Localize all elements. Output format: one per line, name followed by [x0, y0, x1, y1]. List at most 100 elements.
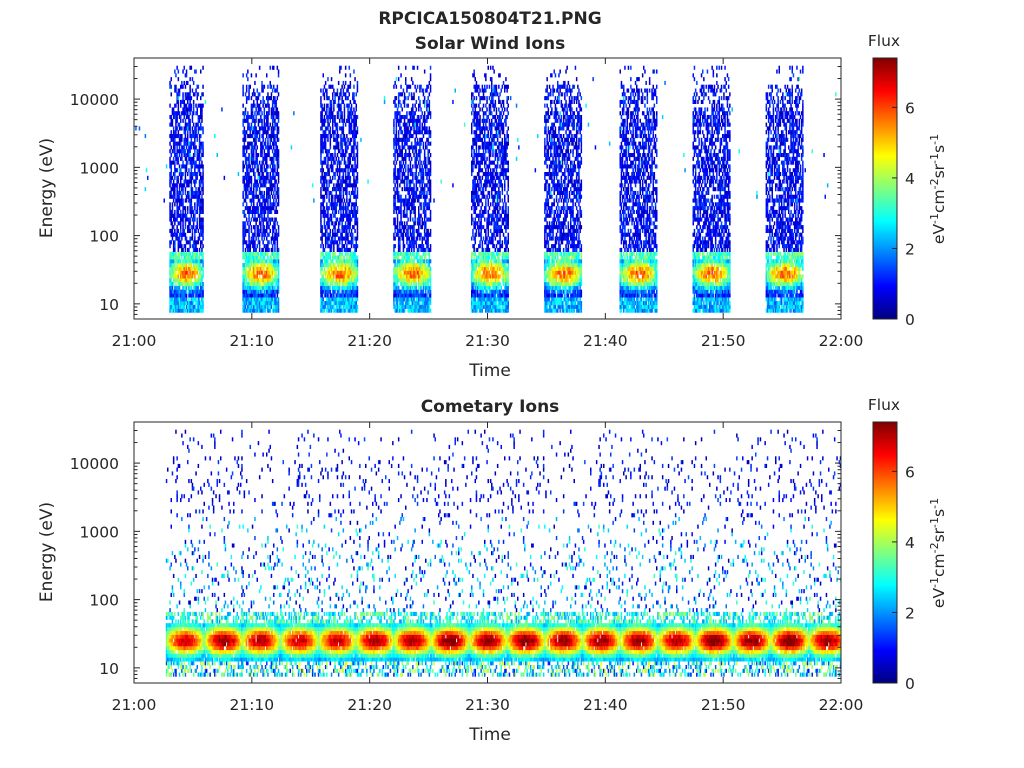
spectrogram-cell — [249, 209, 251, 214]
spectrogram-cell — [263, 126, 266, 131]
spectrogram-cell — [191, 232, 194, 237]
spectrogram-cell — [350, 301, 353, 306]
spectrogram-cell — [176, 65, 178, 70]
spectrogram-cell — [333, 285, 335, 290]
spectrogram-cell — [393, 145, 395, 150]
spectrogram-cell — [422, 145, 425, 150]
spectrogram-cell — [333, 240, 335, 245]
spectrogram-cell — [182, 164, 184, 169]
spectrogram-cell — [323, 285, 326, 290]
spectrogram-cell — [201, 118, 203, 123]
spectrogram-cell — [349, 221, 352, 226]
spectrogram-cell — [192, 217, 195, 222]
spectrogram-cell — [197, 130, 200, 135]
spectrogram-cell — [257, 270, 260, 275]
spectrogram-cell — [264, 251, 267, 256]
spectrogram-cell — [271, 274, 274, 279]
spectrogram-cell — [401, 92, 403, 97]
spectrogram-cell — [242, 263, 244, 268]
spectrogram-cell — [266, 153, 268, 158]
spectrogram-cell — [202, 251, 204, 256]
spectrogram-cell — [196, 263, 198, 268]
spectrogram-cell — [347, 168, 349, 173]
spectrogram-cell — [327, 244, 329, 249]
spectrogram-cell — [275, 270, 277, 275]
spectrogram-cell — [341, 236, 343, 241]
spectrogram-cell — [191, 206, 194, 211]
spectrogram-cell — [322, 247, 324, 252]
spectrogram-cell — [196, 259, 198, 264]
spectrogram-cell — [423, 149, 426, 154]
spectrogram-cell — [256, 194, 258, 199]
spectrogram-cell — [335, 259, 337, 264]
spectrogram-cell — [270, 301, 273, 306]
spectrogram-cell — [174, 259, 176, 264]
spectrogram-cell — [247, 255, 249, 260]
spectrogram-cell — [336, 164, 339, 169]
spectrogram-cell — [270, 293, 273, 298]
spectrogram-cell — [264, 274, 267, 279]
spectrogram-cell — [189, 179, 191, 184]
spectrogram-cell — [332, 92, 334, 97]
spectrogram-cell — [200, 293, 202, 298]
spectrogram-cell — [251, 134, 254, 139]
spectrogram-cell — [255, 251, 257, 256]
spectrogram-cell — [176, 145, 178, 150]
spectrogram-cell — [344, 149, 347, 154]
spectrogram-cell — [273, 107, 275, 112]
spectrogram-cell — [336, 172, 339, 177]
spectrogram-cell — [254, 118, 256, 123]
spectrogram-cell — [182, 206, 184, 211]
spectrogram-cell — [264, 297, 267, 302]
spectrogram-cell — [419, 164, 421, 169]
spectrogram-cell — [329, 126, 332, 131]
spectrogram-cell — [183, 145, 185, 150]
spectrogram-cell — [200, 289, 202, 294]
spectrogram-cell — [323, 156, 326, 161]
spectrogram-cell — [175, 236, 177, 241]
spectrogram-cell — [337, 285, 340, 290]
spectrogram-cell — [170, 217, 172, 222]
spectrogram-cell — [201, 266, 203, 271]
spectrogram-cell — [184, 164, 187, 169]
spectrogram-cell — [197, 308, 200, 313]
spectrogram-cell — [336, 92, 339, 97]
spectrogram-cell — [275, 232, 277, 237]
spectrogram-cell — [261, 301, 263, 306]
spectrogram-cell — [202, 244, 204, 249]
spectrogram-cell — [189, 240, 191, 245]
spectrogram-cell — [250, 168, 253, 173]
spectrogram-cell — [262, 308, 264, 313]
spectrogram-cell — [267, 164, 269, 169]
spectrogram-cell — [352, 293, 354, 298]
spectrogram-cell — [196, 251, 198, 256]
spectrogram-cell — [336, 285, 339, 290]
spectrogram-cell — [348, 266, 350, 271]
spectrogram-cell — [258, 190, 261, 195]
spectrogram-cell — [201, 202, 203, 207]
spectrogram-cell — [200, 111, 202, 116]
spectrogram-cell — [323, 198, 326, 203]
spectrogram-cell — [266, 236, 268, 241]
spectrogram-cell — [185, 103, 188, 108]
spectrogram-cell — [201, 92, 203, 97]
spectrogram-cell — [174, 266, 176, 271]
spectrogram-cell — [180, 278, 182, 283]
spectrogram-cell — [200, 282, 202, 287]
spectrogram-cell — [195, 179, 197, 184]
spectrogram-cell — [184, 301, 187, 306]
spectrogram-cell — [185, 293, 188, 298]
spectrogram-cell — [264, 175, 267, 180]
spectrogram-cell — [185, 259, 188, 264]
spectrogram-cell — [334, 228, 336, 233]
spectrogram-cell — [426, 190, 428, 195]
spectrogram-cell — [327, 270, 329, 275]
spectrogram-cell — [250, 96, 253, 101]
spectrogram-cell — [330, 107, 333, 112]
spectrogram-cell — [251, 282, 254, 287]
spectrogram-cell — [323, 103, 326, 108]
spectrogram-cell — [170, 301, 172, 306]
spectrogram-cell — [352, 96, 354, 101]
spectrogram-cell — [320, 202, 322, 207]
spectrogram-cell — [421, 130, 423, 135]
